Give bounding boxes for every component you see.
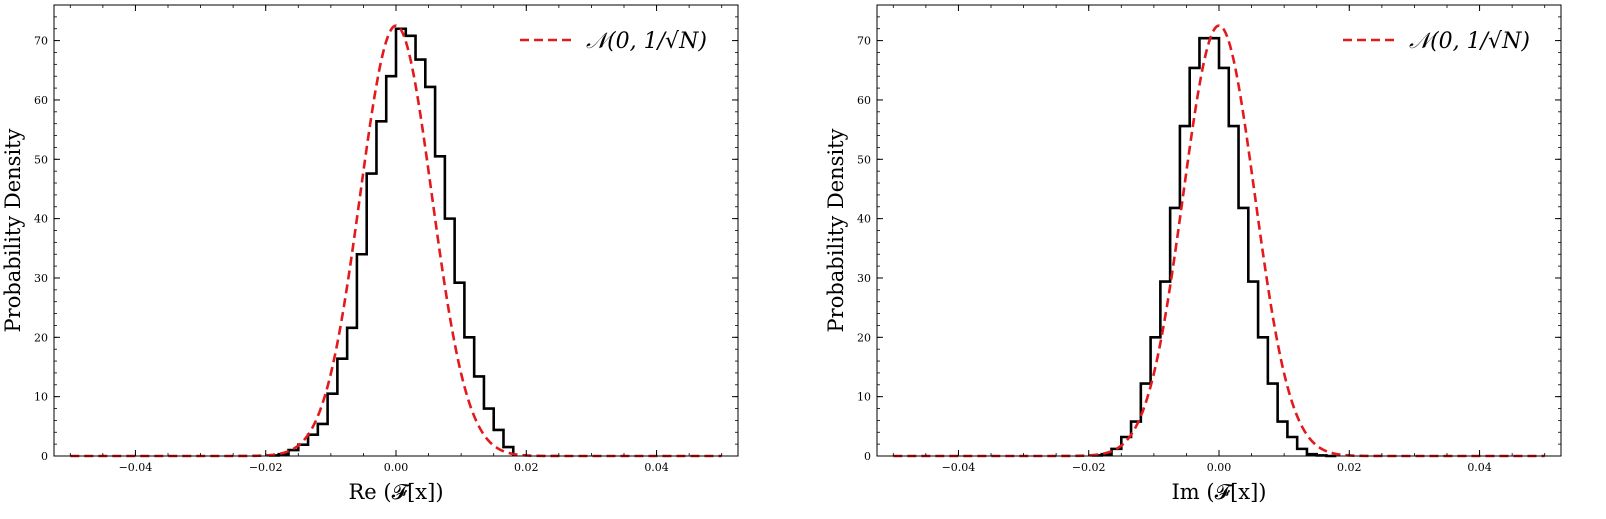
y-tick-label: 20 xyxy=(34,331,48,344)
y-tick-label: 40 xyxy=(34,213,48,226)
x-tick-label: 0.04 xyxy=(644,461,669,474)
gaussian-fit-line xyxy=(893,24,1545,458)
x-tick-label: 0.04 xyxy=(1467,461,1492,474)
y-axis-label: Probability Density xyxy=(1,128,25,332)
y-tick-label: 0 xyxy=(41,450,48,463)
x-tick-label: 0.00 xyxy=(384,461,409,474)
y-tick-label: 60 xyxy=(857,94,871,107)
histogram-step-line xyxy=(1090,36,1337,458)
x-tick-label: 0.02 xyxy=(514,461,539,474)
x-axis-label: Im (𝓕[x]) xyxy=(1172,480,1267,504)
x-tick-label: −0.04 xyxy=(119,461,153,474)
y-tick-label: 70 xyxy=(34,35,48,48)
y-tick-label: 50 xyxy=(857,153,871,166)
gaussian-fit-line xyxy=(70,24,722,458)
y-tick-label: 0 xyxy=(864,450,871,463)
histogram-step-line xyxy=(267,27,515,457)
y-tick-label: 70 xyxy=(857,35,871,48)
x-tick-label: 0.00 xyxy=(1207,461,1232,474)
x-tick-label: 0.02 xyxy=(1337,461,1362,474)
x-axis-label: Re (𝓕[x]) xyxy=(348,480,443,504)
panel-imaginary-part: −0.04 −0.02 0.00 0.02 0.04 0 10 20 30 40 50 60 70 Im … xyxy=(824,4,1562,504)
panel-real-part: −0.04 −0.02 0.00 0.02 0.04 0 10 20 30 40 50 60 70 Re … xyxy=(1,4,739,504)
y-tick-label: 30 xyxy=(34,272,48,285)
y-tick-label: 60 xyxy=(34,94,48,107)
y-tick-label: 50 xyxy=(34,153,48,166)
legend-label: 𝒩(0, 1/√N) xyxy=(586,29,707,54)
axes-frame xyxy=(876,4,1562,457)
y-tick-label: 20 xyxy=(857,331,871,344)
y-tick-label: 10 xyxy=(34,391,48,404)
legend-label: 𝒩(0, 1/√N) xyxy=(1409,29,1530,54)
x-tick-label: −0.04 xyxy=(942,461,976,474)
y-tick-label: 40 xyxy=(857,213,871,226)
x-tick-label: −0.02 xyxy=(1072,461,1106,474)
y-tick-label: 30 xyxy=(857,272,871,285)
y-axis-label: Probability Density xyxy=(824,128,848,332)
y-tick-label: 10 xyxy=(857,391,871,404)
x-tick-label: −0.02 xyxy=(249,461,283,474)
